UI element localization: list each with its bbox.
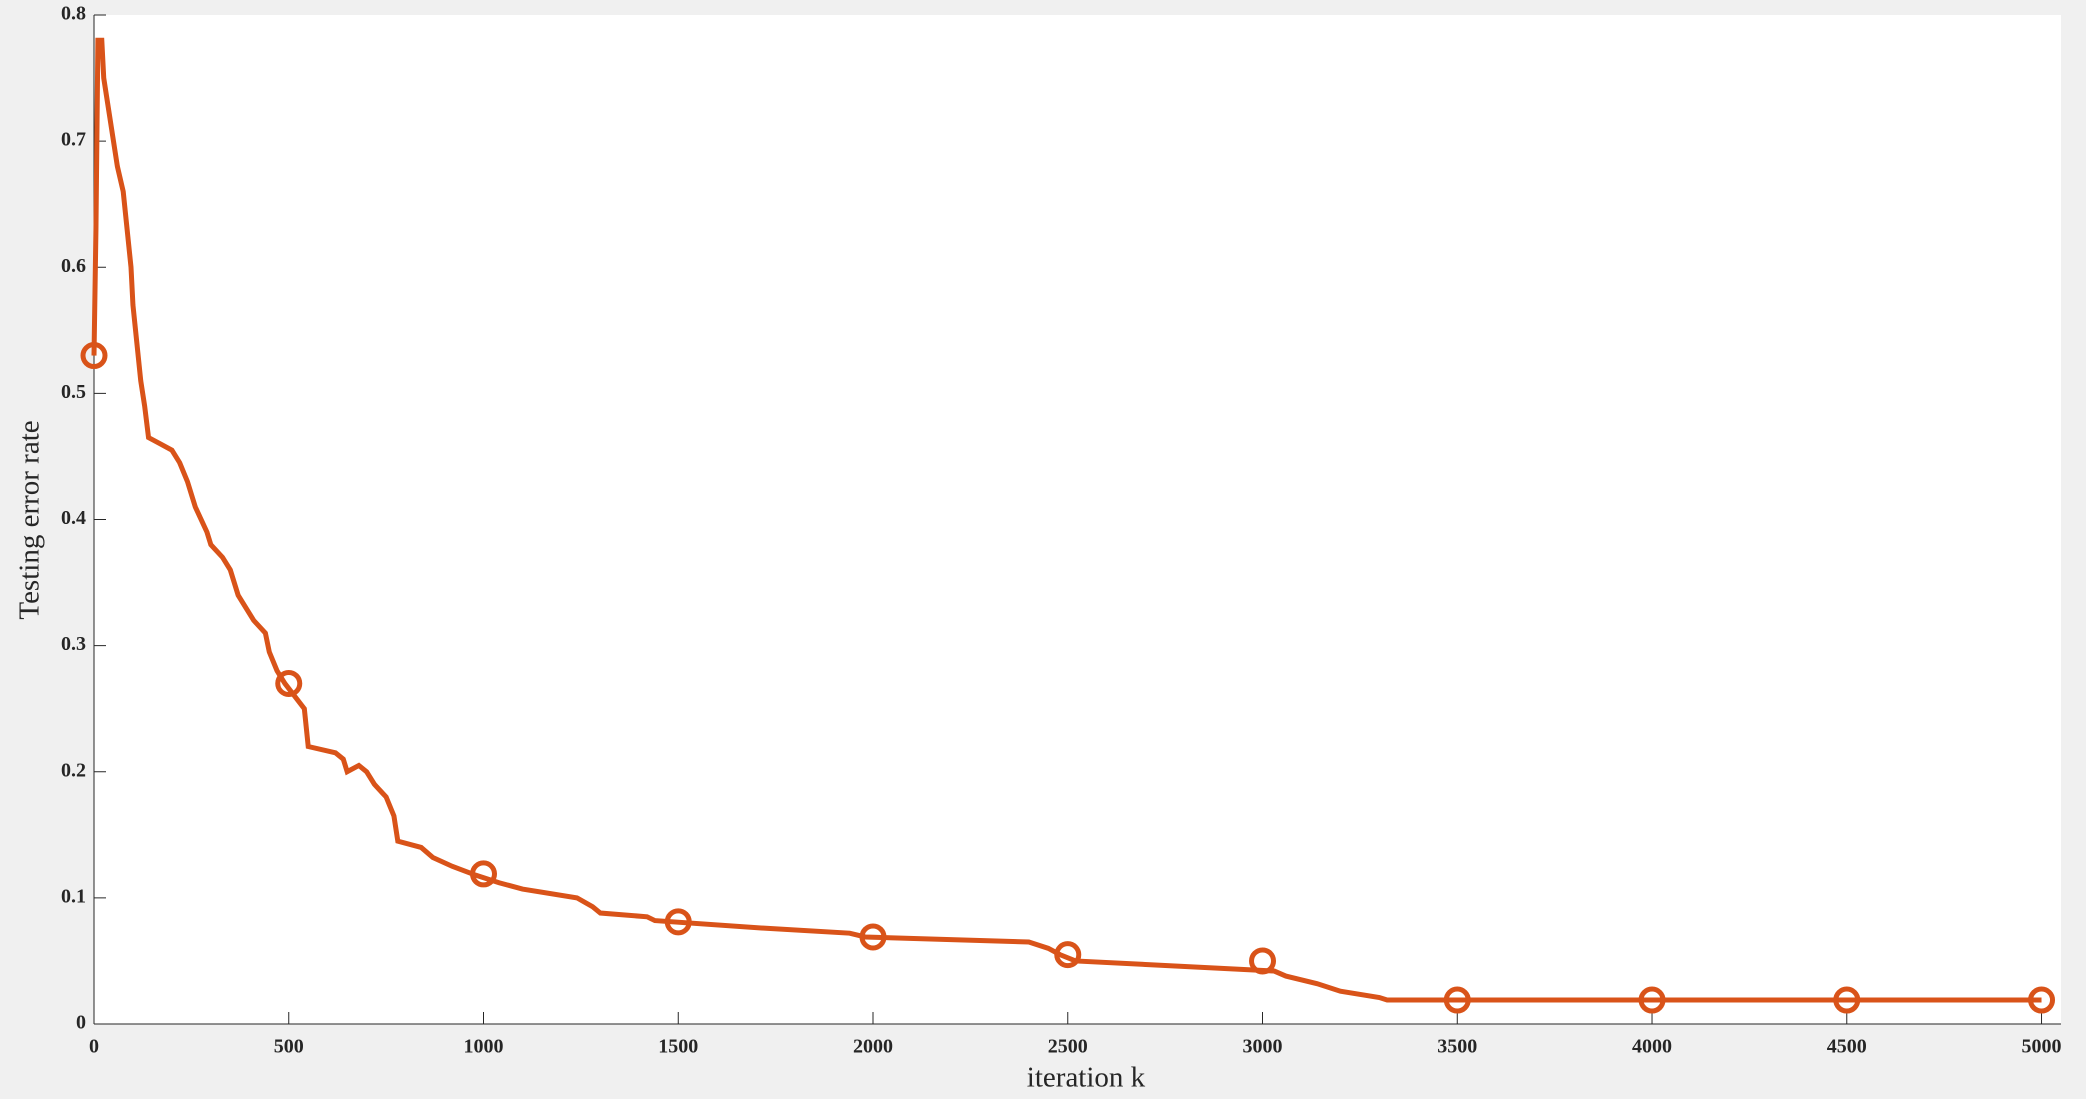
- x-axis-label: iteration k: [1027, 1062, 1146, 1094]
- x-tick-label: 1000: [464, 1036, 504, 1058]
- y-tick-label: 0: [76, 1012, 86, 1034]
- x-tick-label: 2000: [853, 1036, 893, 1058]
- y-tick-label: 0.1: [61, 885, 86, 907]
- x-tick-label: 5000: [2022, 1036, 2062, 1058]
- plot-area: [94, 15, 2061, 1024]
- x-tick-label: 4500: [1827, 1036, 1867, 1058]
- marker: [80, 342, 108, 370]
- marker: [275, 669, 303, 697]
- x-tick-label: 4000: [1632, 1036, 1672, 1058]
- y-axis-label: Testing error rate: [14, 420, 46, 619]
- y-tick-label: 0.2: [61, 759, 86, 781]
- marker: [664, 908, 692, 936]
- y-tick-label: 0.5: [61, 381, 86, 403]
- x-tick-label: 0: [89, 1036, 99, 1058]
- x-tick-label: 500: [274, 1036, 304, 1058]
- marker: [1249, 947, 1277, 975]
- marker: [2028, 986, 2056, 1014]
- marker: [1054, 941, 1082, 969]
- y-tick-label: 0.4: [61, 507, 86, 529]
- marker: [1443, 986, 1471, 1014]
- y-tick-label: 0.8: [61, 3, 86, 25]
- marker: [470, 860, 498, 888]
- marker: [859, 923, 887, 951]
- y-tick-label: 0.7: [61, 129, 86, 151]
- x-tick-label: 1500: [658, 1036, 698, 1058]
- x-tick-label: 2500: [1048, 1036, 1088, 1058]
- marker: [1638, 986, 1666, 1014]
- x-tick-label: 3000: [1243, 1036, 1283, 1058]
- x-tick-label: 3500: [1437, 1036, 1477, 1058]
- y-tick-label: 0.6: [61, 255, 86, 277]
- marker: [1833, 986, 1861, 1014]
- y-tick-label: 0.3: [61, 633, 86, 655]
